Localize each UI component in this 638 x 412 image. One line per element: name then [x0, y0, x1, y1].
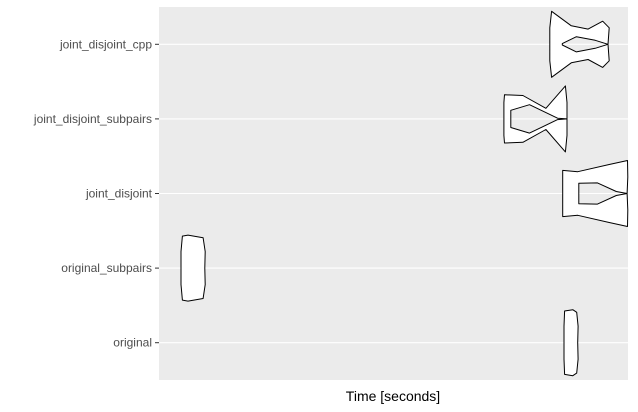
y-tick-label: joint_disjoint_subpairs	[33, 112, 152, 126]
grid-lines	[159, 43, 628, 344]
violin-joint_disjoint	[562, 160, 629, 227]
violin-joint_disjoint_subpairs	[503, 85, 568, 153]
x-axis-title: Time [seconds]	[346, 388, 440, 404]
y-tick-label: original	[113, 336, 152, 350]
violins	[180, 10, 629, 377]
violin-original_subpairs	[180, 234, 206, 302]
violin-joint_disjoint_cpp	[549, 10, 610, 78]
y-tick-label: joint_disjoint_cpp	[59, 37, 152, 51]
violin-original	[563, 309, 579, 377]
y-tick-label: joint_disjoint	[85, 187, 153, 201]
y-tick-label: original_subpairs	[61, 261, 152, 275]
y-axis: original original_subpairs joint_disjoint j…	[33, 37, 159, 350]
